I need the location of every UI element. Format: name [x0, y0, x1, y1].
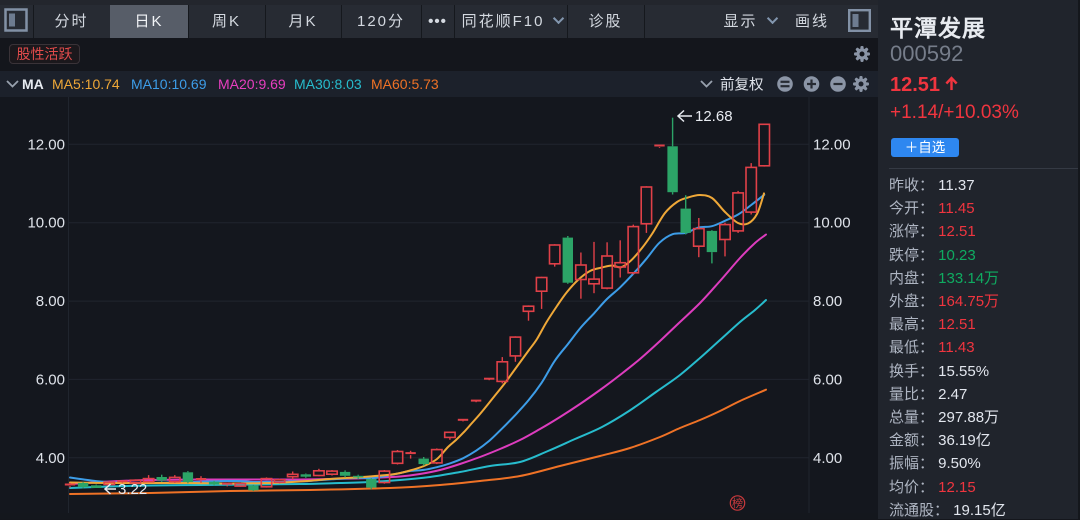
svg-text:10.00: 10.00 [813, 215, 851, 232]
svg-text:3.22: 3.22 [118, 481, 147, 498]
svg-text:12.68: 12.68 [695, 108, 733, 125]
svg-text:8.00: 8.00 [813, 293, 842, 310]
svg-text:12.00: 12.00 [813, 136, 851, 153]
svg-text:8.00: 8.00 [36, 293, 65, 310]
svg-text:榜: 榜 [732, 496, 743, 510]
svg-text:6.00: 6.00 [813, 371, 842, 388]
svg-text:12.00: 12.00 [27, 136, 65, 153]
svg-text:4.00: 4.00 [36, 450, 65, 467]
svg-text:前复权: 前复权 [720, 76, 764, 94]
svg-text:4.00: 4.00 [813, 450, 842, 467]
svg-text:6.00: 6.00 [36, 371, 65, 388]
svg-text:10.00: 10.00 [27, 215, 65, 232]
